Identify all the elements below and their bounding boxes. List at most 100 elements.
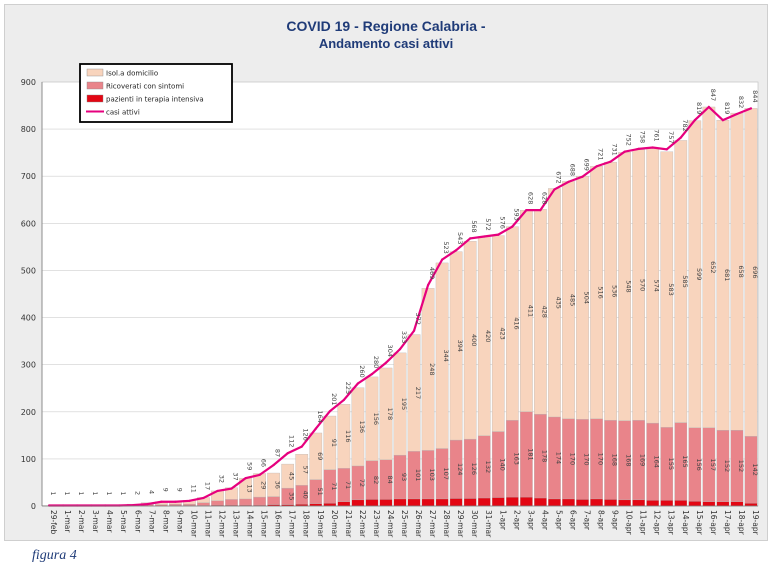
data-label-totale: 576 xyxy=(498,216,506,228)
data-label-isolamento: 652 xyxy=(709,261,717,273)
data-label-isolamento: 394 xyxy=(456,340,464,352)
line-point xyxy=(300,445,303,448)
data-label-totale: 628 xyxy=(540,192,548,204)
data-label-isolamento: 658 xyxy=(737,265,745,277)
line-point xyxy=(679,136,682,139)
x-tick-label: 10-mar xyxy=(189,510,198,538)
data-label-totale: 757 xyxy=(667,131,675,143)
bar-terapia-intensiva xyxy=(604,499,617,507)
x-tick-label: 8-mar xyxy=(161,510,170,533)
y-tick-label: 300 xyxy=(21,361,36,370)
line-point xyxy=(216,489,219,493)
x-tick-label: 26-mar xyxy=(414,510,423,538)
legend-box xyxy=(79,63,233,123)
line-point xyxy=(202,496,205,500)
line-point xyxy=(174,500,177,503)
legend: Isol.a domicilio Ricoverati con sintomi pa… xyxy=(79,63,233,123)
data-label-ricoverati: 107 xyxy=(442,468,450,480)
bar-terapia-intensiva xyxy=(660,500,674,507)
bar-isolamento xyxy=(393,352,407,456)
line-point xyxy=(497,233,500,236)
bar-isolamento xyxy=(337,404,351,469)
data-label-ricoverati: 169 xyxy=(639,454,647,466)
bar-terapia-intensiva xyxy=(407,498,421,507)
data-label-ricoverati: 170 xyxy=(568,453,576,465)
line-point xyxy=(342,398,345,402)
data-label-isolamento: 248 xyxy=(428,363,436,375)
line-point xyxy=(272,463,275,467)
data-label-isolamento: 583 xyxy=(667,283,675,295)
data-label-isolamento: 548 xyxy=(625,280,633,292)
data-label-ricoverati: 82 xyxy=(372,476,380,484)
data-label-totale: 721 xyxy=(597,148,605,160)
x-tick-label: 31-mar xyxy=(484,510,493,538)
data-label-isolamento: 411 xyxy=(526,305,534,317)
data-label-totale: 9 xyxy=(161,488,169,492)
bar-terapia-intensiva xyxy=(562,498,575,507)
x-tick-label: 30-mar xyxy=(470,510,479,538)
data-label-totale: 17 xyxy=(203,482,211,490)
bar-terapia-intensiva xyxy=(646,500,660,507)
bar-isolamento xyxy=(253,473,266,498)
data-label-totale: 1 xyxy=(105,491,113,495)
y-tick-label: 600 xyxy=(21,219,36,228)
line-point xyxy=(398,348,402,351)
bar-terapia-intensiva xyxy=(534,497,547,507)
bar-isolamento xyxy=(295,454,309,486)
x-tick-label: 17-mar xyxy=(288,510,297,538)
bar-ricoverati xyxy=(197,502,210,506)
line-point xyxy=(665,148,668,151)
line-point xyxy=(384,361,388,364)
data-label-isolamento: 13 xyxy=(246,484,254,492)
x-tick-label: 21-mar xyxy=(344,510,353,538)
bar-isolamento xyxy=(407,334,421,452)
data-label-totale: 372 xyxy=(414,313,422,325)
data-label-totale: 280 xyxy=(372,356,380,368)
x-tick-label: 19-mar xyxy=(316,510,325,538)
bar-isolamento xyxy=(351,387,365,467)
data-label-totale: 758 xyxy=(639,131,647,143)
data-label-isolamento: 570 xyxy=(639,279,647,291)
x-tick-label: 3-apr xyxy=(526,510,535,531)
data-label-totale: 260 xyxy=(358,365,366,377)
line-point xyxy=(426,283,430,287)
x-tick-label: 15-apr xyxy=(695,510,704,536)
x-tick-label: 14-mar xyxy=(246,510,255,538)
line-point xyxy=(328,410,331,413)
bar-ricoverati xyxy=(183,503,196,506)
line-point xyxy=(609,160,612,163)
line-point xyxy=(707,105,710,109)
x-tick-label: 1-mar xyxy=(63,510,72,533)
data-label-isolamento: 681 xyxy=(723,269,731,281)
data-label-isolamento: 423 xyxy=(498,327,506,339)
bar-terapia-intensiva xyxy=(491,497,505,507)
x-tick-label: 18-mar xyxy=(302,510,311,538)
legend-label-casi-attivi: casi attivi xyxy=(106,109,140,117)
x-tick-label: 3-mar xyxy=(91,510,100,533)
data-label-totale: 572 xyxy=(484,218,492,230)
data-label-ricoverati: 170 xyxy=(597,453,605,465)
data-label-isolamento: 136 xyxy=(358,421,366,433)
line-point xyxy=(160,500,163,503)
line-point xyxy=(539,209,542,212)
bar-terapia-intensiva xyxy=(449,498,463,507)
x-tick-label: 20-mar xyxy=(330,510,339,538)
x-tick-label: 14-apr xyxy=(681,510,690,536)
line-point xyxy=(483,235,486,238)
data-label-totale: 201 xyxy=(330,393,338,405)
data-label-totale: 672 xyxy=(554,171,562,183)
line-point xyxy=(637,147,640,150)
bar-terapia-intensiva xyxy=(548,498,561,507)
bar-terapia-intensiva xyxy=(463,498,477,507)
data-label-totale: 37 xyxy=(232,472,240,480)
data-label-totale: 59 xyxy=(246,462,254,470)
bar-terapia-intensiva xyxy=(618,499,631,507)
x-tick-label: 15-mar xyxy=(260,510,269,538)
x-tick-label: 19-apr xyxy=(751,510,760,536)
data-label-totale: 543 xyxy=(456,232,464,244)
line-point xyxy=(651,146,654,149)
data-label-totale: 11 xyxy=(189,485,197,493)
data-label-ricoverati: 165 xyxy=(681,455,689,467)
bar-isolamento xyxy=(309,432,323,480)
